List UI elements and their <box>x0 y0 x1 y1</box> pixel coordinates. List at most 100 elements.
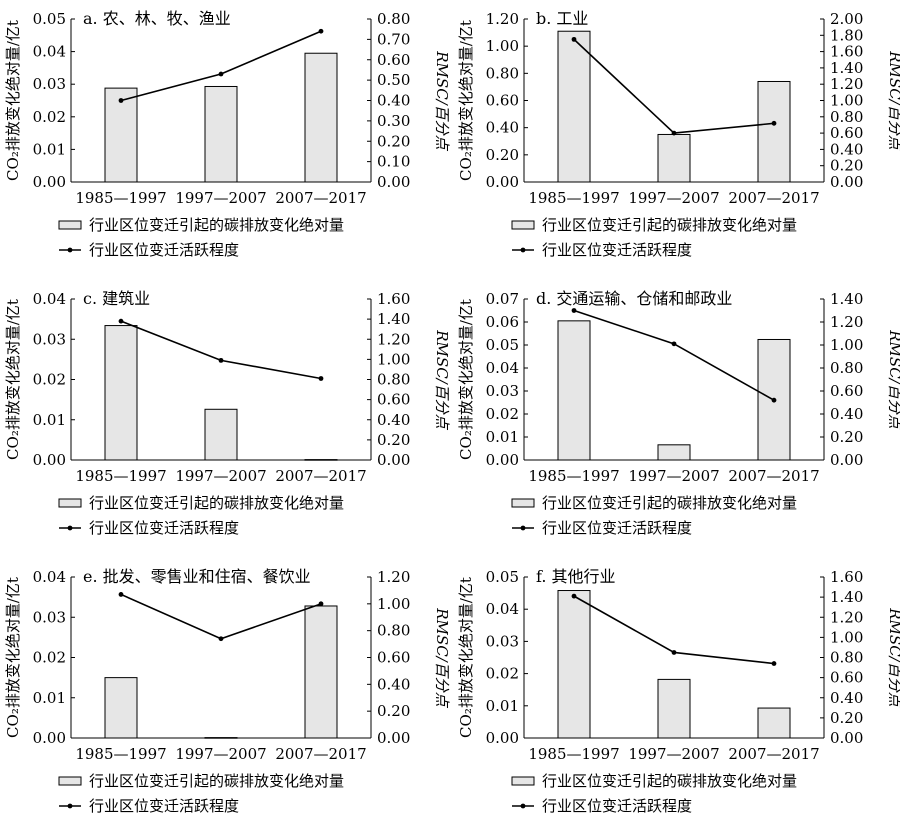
right-tick-label: 0.40 <box>377 92 410 110</box>
category-label: 1997—2007 <box>175 189 266 207</box>
category-label: 2007—2017 <box>275 467 366 485</box>
bar <box>304 459 338 461</box>
y2-axis-label: RMSC/百分点 <box>433 607 451 708</box>
left-tick-label: 0.05 <box>33 10 66 28</box>
right-tick-label: 1.00 <box>830 336 863 354</box>
left-tick-label: 0.02 <box>33 649 66 667</box>
left-tick-label: 0.04 <box>33 43 66 61</box>
left-tick-label: 0.60 <box>486 92 519 110</box>
bar <box>104 87 138 183</box>
category-label: 1985—1997 <box>75 745 166 763</box>
right-tick-label: 0.40 <box>830 405 863 423</box>
category-label: 1997—2007 <box>628 745 719 763</box>
line-point <box>671 650 677 655</box>
right-tick-label: 0.00 <box>830 451 863 469</box>
right-tick-label: 1.20 <box>377 330 410 348</box>
right-tick-label: 0.20 <box>830 428 863 446</box>
legend-bar-label: 行业区位变迁引起的碳排放变化绝对量 <box>89 772 344 790</box>
left-tick-label: 0.02 <box>33 108 66 126</box>
left-tick-label: 0.00 <box>486 451 519 469</box>
bar <box>204 737 238 739</box>
line-point <box>218 71 224 77</box>
bar <box>557 320 591 461</box>
right-tick-label: 1.80 <box>830 26 863 44</box>
right-tick-label: 0.80 <box>377 622 410 640</box>
right-tick-label: 1.40 <box>377 310 410 328</box>
right-tick-label: 0.40 <box>830 689 863 707</box>
line-point <box>571 308 577 313</box>
chart-title: c. 建筑业 <box>83 289 150 308</box>
left-tick-label: 1.20 <box>486 10 519 28</box>
line-series <box>573 309 775 401</box>
line-point <box>671 341 677 347</box>
right-tick-label: 1.60 <box>830 568 863 586</box>
legend-line-label: 行业区位变迁活跃程度 <box>542 519 692 537</box>
legend-bar-swatch <box>58 498 82 508</box>
legend-line-label: 行业区位变迁活跃程度 <box>89 241 239 259</box>
left-tick-label: 0.00 <box>486 173 519 191</box>
right-tick-label: 1.40 <box>830 290 863 308</box>
legend-bar-label: 行业区位变迁引起的碳排放变化绝对量 <box>89 216 344 234</box>
right-tick-label: 0.60 <box>830 124 863 142</box>
legend-line-marker <box>520 803 526 809</box>
legend-bar-label: 行业区位变迁引起的碳排放变化绝对量 <box>542 494 797 512</box>
right-tick-label: 0.40 <box>377 675 410 693</box>
legend-line-label: 行业区位变迁活跃程度 <box>542 241 692 259</box>
legend-line-marker <box>520 525 526 531</box>
right-tick-label: 0.00 <box>377 729 410 747</box>
right-tick-label: 0.80 <box>377 371 410 389</box>
y-axis-label: CO₂排放变化绝对量/亿t <box>4 299 22 460</box>
right-tick-label: 0.40 <box>830 140 863 158</box>
left-tick-label: 0.04 <box>33 290 66 308</box>
left-tick-label: 0.00 <box>33 451 66 469</box>
line-point <box>771 120 777 126</box>
category-label: 1997—2007 <box>628 189 719 207</box>
category-label: 1985—1997 <box>528 745 619 763</box>
legend-bar-label: 行业区位变迁引起的碳排放变化绝对量 <box>542 772 797 790</box>
legend-line-marker <box>67 247 73 253</box>
chart-title: f. 其他行业 <box>536 567 616 586</box>
line-point <box>318 376 324 381</box>
right-tick-label: 0.40 <box>377 411 410 429</box>
legend-line-marker <box>67 525 73 531</box>
chart-panel-a: 0.00 0.01 0.02 0.03 0.04 0.05 0.00 0.10 0.20 0.30… <box>4 9 451 259</box>
y-axis-label: CO₂排放变化绝对量/亿t <box>457 20 475 181</box>
chart-title: a. 农、林、牧、渔业 <box>83 9 231 28</box>
right-tick-label: 2.00 <box>830 10 863 28</box>
left-tick-label: 0.80 <box>486 64 519 82</box>
left-tick-label: 0.01 <box>486 428 519 446</box>
line-series <box>573 38 775 134</box>
bar <box>557 30 591 183</box>
right-tick-label: 1.40 <box>830 59 863 77</box>
right-tick-label: 0.20 <box>377 702 410 720</box>
right-tick-label: 0.80 <box>830 649 863 667</box>
category-label: 1997—2007 <box>175 467 266 485</box>
line-point <box>571 593 577 599</box>
right-tick-label: 1.60 <box>830 43 863 61</box>
y2-axis-label: RMSC/百分点 <box>433 50 451 151</box>
left-tick-label: 0.04 <box>486 359 519 377</box>
chart-title: e. 批发、零售业和住宿、餐饮业 <box>83 567 311 586</box>
left-tick-label: 0.01 <box>33 411 66 429</box>
line-point <box>671 130 677 136</box>
bar <box>204 85 238 183</box>
right-tick-label: 1.20 <box>830 313 863 331</box>
y2-axis-label: RMSC/百分点 <box>433 329 451 430</box>
right-tick-label: 1.20 <box>830 75 863 93</box>
left-tick-label: 0.02 <box>486 405 519 423</box>
chart-panel-b: 0.000.200.400.600.801.001.200.000.200.40… <box>457 9 900 259</box>
chart-title: b. 工业 <box>536 9 588 28</box>
line-point <box>118 592 124 597</box>
category-label: 1997—2007 <box>628 467 719 485</box>
category-label: 2007—2017 <box>275 745 366 763</box>
left-tick-label: 0.03 <box>486 632 519 650</box>
right-tick-label: 0.20 <box>830 709 863 727</box>
y2-axis-label: RMSC/百分点 <box>886 329 900 430</box>
right-tick-label: 1.20 <box>830 608 863 626</box>
y-axis-label: CO₂排放变化绝对量/亿t <box>457 299 475 460</box>
left-tick-label: 0.07 <box>486 290 519 308</box>
line-point <box>218 357 224 363</box>
right-tick-label: 0.10 <box>377 153 410 171</box>
chart-title: d. 交通运输、仓储和邮政业 <box>536 289 732 308</box>
